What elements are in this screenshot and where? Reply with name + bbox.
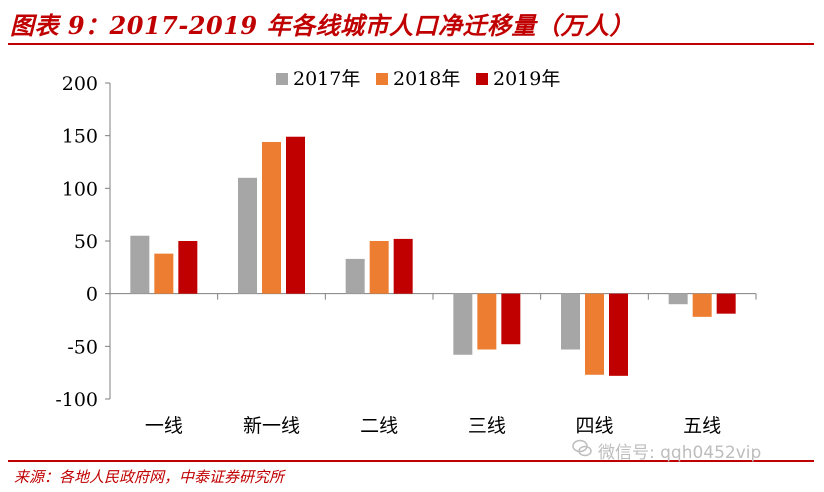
y-tick-label: 0 (86, 284, 98, 306)
wechat-icon (572, 439, 592, 457)
y-tick-label: 200 (62, 73, 98, 95)
x-category-label: 三线 (468, 415, 506, 437)
legend-label: 2017年 (293, 68, 360, 90)
bar (286, 136, 305, 294)
legend-swatch (276, 73, 288, 85)
bar (477, 293, 497, 350)
bar (154, 253, 174, 294)
x-category-label: 一线 (145, 415, 183, 437)
y-tick-label: -100 (55, 389, 98, 411)
y-tick-label: 100 (62, 178, 98, 200)
bar (668, 293, 688, 305)
bar (262, 141, 281, 294)
watermark: 微信号: qqh0452vip (598, 443, 762, 463)
bar (393, 238, 413, 294)
bar (716, 293, 736, 314)
bar (345, 258, 365, 294)
x-category-label: 二线 (360, 415, 398, 437)
x-category-label: 五线 (683, 415, 721, 437)
bar (369, 241, 389, 294)
bar (501, 293, 521, 345)
bar (609, 293, 628, 376)
x-category-label: 新一线 (243, 415, 300, 437)
legend-swatch (376, 73, 388, 85)
y-tick-label: 150 (62, 126, 98, 148)
source-note: 来源：各地人民政府网，中泰证券研究所 (14, 468, 285, 486)
bar (130, 235, 150, 294)
title-divider (8, 43, 814, 45)
legend-label: 2018年 (393, 68, 460, 90)
footer-divider (8, 460, 814, 462)
chart-axes: 200 150 100 50 0 -50 -100 一线 新一线 二线 三线 四线 五线 (55, 73, 757, 437)
bar (453, 293, 473, 355)
legend-swatch (476, 73, 488, 85)
bar (561, 293, 580, 350)
y-tick-label: -50 (67, 336, 98, 358)
chart-legend: 2017年 2018年 2019年 (276, 68, 560, 90)
bar (178, 241, 198, 294)
legend-label: 2019年 (493, 68, 560, 90)
chart-title: 图表 9：2017-2019 年各线城市人口净迁移量（万人） (10, 11, 634, 40)
chart-bars (130, 136, 736, 376)
bar (238, 177, 257, 294)
bar (585, 293, 604, 375)
x-category-label: 四线 (575, 415, 613, 437)
bar (692, 293, 712, 317)
y-tick-label: 50 (74, 231, 98, 253)
